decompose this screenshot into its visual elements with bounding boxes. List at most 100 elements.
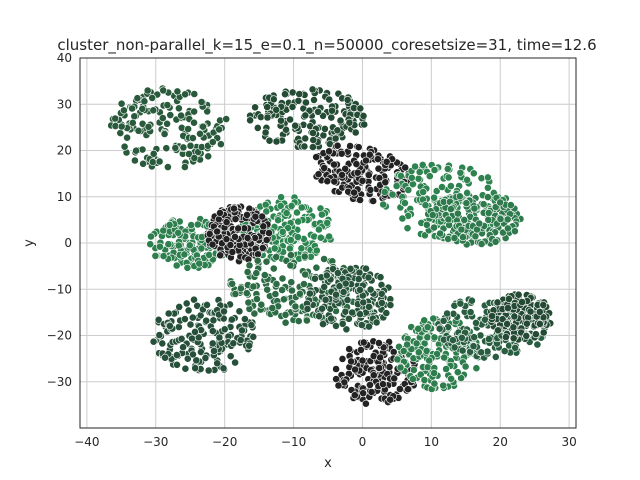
data-point <box>422 346 431 355</box>
data-point <box>354 143 363 152</box>
data-point <box>231 290 240 298</box>
data-point <box>188 334 196 343</box>
data-point <box>209 316 218 325</box>
data-point <box>222 115 231 123</box>
data-point <box>194 333 203 342</box>
data-point <box>208 339 217 348</box>
data-point <box>488 312 496 320</box>
data-point <box>155 157 164 166</box>
cluster-3 <box>312 141 415 205</box>
data-point <box>535 307 544 316</box>
data-point <box>243 233 252 242</box>
data-point <box>265 229 273 237</box>
data-point <box>396 171 405 180</box>
data-point <box>238 326 246 335</box>
data-point <box>309 129 317 137</box>
data-point <box>222 235 231 244</box>
data-point <box>381 178 390 187</box>
data-point <box>462 199 471 208</box>
data-point <box>350 188 358 197</box>
data-point <box>338 170 346 179</box>
data-point <box>155 331 164 339</box>
data-point <box>321 295 330 304</box>
data-point <box>184 125 192 133</box>
data-point <box>314 107 322 116</box>
data-point <box>330 177 339 186</box>
data-point <box>338 354 347 363</box>
data-point <box>325 232 333 241</box>
data-point <box>231 358 239 367</box>
data-point <box>327 314 336 323</box>
data-point <box>161 353 169 362</box>
data-point <box>208 327 217 335</box>
data-point <box>496 198 504 207</box>
data-point <box>231 215 240 223</box>
data-point <box>425 356 434 365</box>
data-point <box>404 186 413 194</box>
data-point <box>257 300 266 309</box>
data-point <box>447 374 455 383</box>
data-point <box>277 116 285 125</box>
data-point <box>188 313 197 322</box>
data-point <box>440 353 449 362</box>
data-point <box>293 233 302 241</box>
data-point <box>432 187 441 195</box>
data-point <box>400 199 409 207</box>
data-point <box>139 159 147 168</box>
data-point <box>430 166 439 174</box>
data-point <box>418 160 427 169</box>
data-point <box>459 233 467 242</box>
data-point <box>172 261 181 270</box>
data-point <box>362 156 370 165</box>
y-tick-label: 40 <box>57 51 72 65</box>
data-point <box>338 319 347 328</box>
data-point <box>466 308 475 317</box>
data-point <box>332 365 340 373</box>
data-point <box>180 315 189 323</box>
data-point <box>320 124 329 133</box>
data-point <box>190 295 198 304</box>
data-point <box>373 155 382 163</box>
y-tick-label: 10 <box>57 190 72 204</box>
data-point <box>295 289 304 298</box>
cluster-8 <box>203 202 273 266</box>
data-point <box>180 250 189 259</box>
data-point <box>246 116 254 125</box>
data-point <box>305 289 314 298</box>
data-point <box>323 177 332 186</box>
data-point <box>467 296 476 305</box>
data-point <box>471 232 480 241</box>
data-point <box>453 209 462 218</box>
data-point <box>420 376 429 384</box>
data-point <box>360 120 369 129</box>
data-point <box>404 385 412 394</box>
x-tick-label: 10 <box>424 435 439 449</box>
data-point <box>301 270 310 279</box>
data-point <box>293 208 301 217</box>
data-point <box>243 268 252 276</box>
data-point <box>240 315 249 323</box>
chart-title: cluster_non-parallel_k=15_e=0.1_n=50000_… <box>57 36 596 55</box>
data-point <box>271 290 280 298</box>
data-point <box>503 215 512 224</box>
data-point <box>120 142 129 151</box>
data-point <box>174 241 183 250</box>
data-point <box>163 163 172 171</box>
data-point <box>164 309 173 318</box>
data-point <box>172 351 181 359</box>
data-point <box>208 240 217 249</box>
data-point <box>379 200 388 209</box>
data-point <box>420 316 429 325</box>
data-point <box>351 365 359 374</box>
data-point <box>506 201 515 209</box>
data-point <box>312 263 321 272</box>
data-point <box>522 331 531 340</box>
data-point <box>341 307 350 316</box>
data-point <box>308 85 317 94</box>
data-point <box>334 381 343 390</box>
data-point <box>187 221 196 229</box>
data-point <box>288 88 297 97</box>
data-point <box>140 97 149 106</box>
data-point <box>288 103 297 111</box>
data-point <box>386 301 395 309</box>
